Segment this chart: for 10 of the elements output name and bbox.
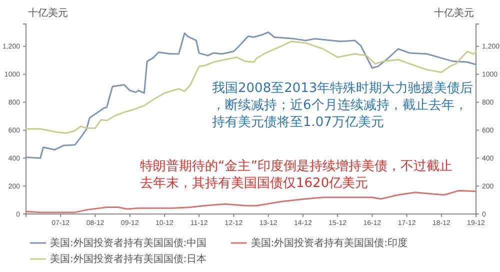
annotation: 特朗普期待的“金主”印度倒是持续增持美债，不过截止去年末，其持有美国国债仅1620亿美元 xyxy=(140,158,452,191)
legend-label: 美国:外国投资者持有美国国债:日本 xyxy=(50,253,207,265)
annotation: 我国2008至2013年特殊时期大力驰援美债后，断续减持；近6个月连续减持，截止去年，持有美元债将至1.07万亿美元 xyxy=(212,80,474,130)
legend-label: 美国:外国投资者持有美国国债:印度 xyxy=(250,237,408,249)
y2-axis-title: 十亿美元 xyxy=(434,7,474,19)
line-series xyxy=(25,190,477,214)
y-axis-title: 十亿美元 xyxy=(28,7,68,19)
line-series xyxy=(25,31,477,159)
legend-label: 美国:外国投资者持有美国国债:中国 xyxy=(50,237,207,249)
line-series xyxy=(25,40,477,134)
